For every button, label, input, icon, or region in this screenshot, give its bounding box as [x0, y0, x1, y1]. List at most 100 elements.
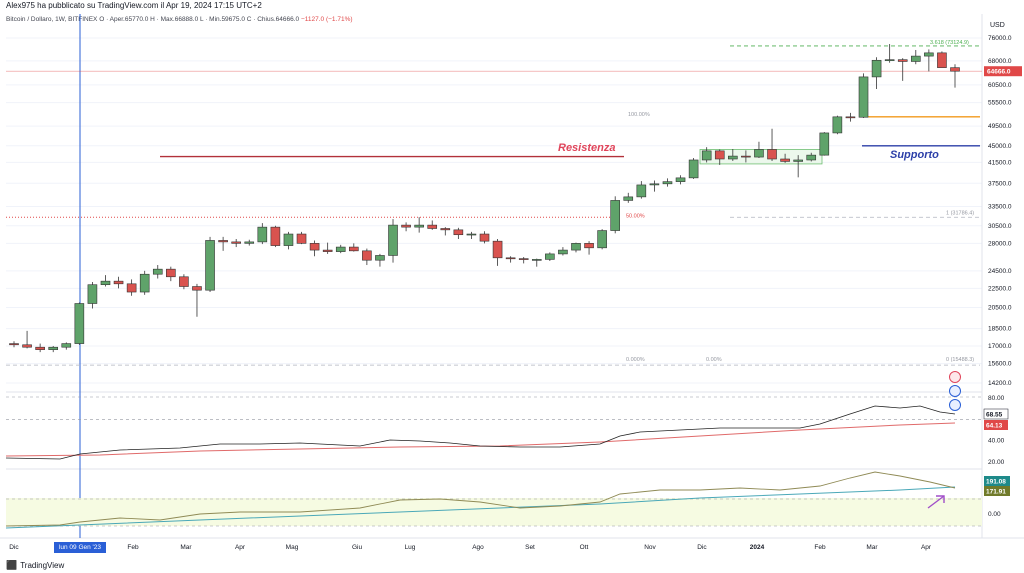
- candle-body: [427, 224, 438, 229]
- price-tick-label: 20500.0: [988, 304, 1012, 311]
- candle-body: [270, 226, 281, 246]
- candle-body: [309, 243, 320, 251]
- candle-body: [623, 196, 634, 201]
- osc2-arrow: [927, 495, 945, 509]
- osc1-value-label: 64.13: [986, 423, 1003, 430]
- symbol-legend: Bitcoin / Dollaro, 1W, BITFINEX O · Aper…: [6, 16, 353, 23]
- candle-body: [741, 155, 751, 158]
- candle-body: [113, 280, 124, 285]
- candle-body: [832, 116, 843, 134]
- price-tick-label: 37500.0: [988, 180, 1012, 187]
- candle-body: [610, 200, 620, 231]
- current-price-box: [984, 66, 1022, 77]
- time-tick-label: Mag: [286, 544, 299, 551]
- resistance-label: Resistenza: [558, 142, 616, 154]
- tradingview-logo[interactable]: ⬛ TradingView: [6, 560, 64, 571]
- fib-top-label: 3.618 (73124.9): [930, 40, 969, 46]
- candle-body: [362, 250, 372, 261]
- time-tick-label: Ago: [472, 544, 484, 551]
- price-tick-label: 30500.0: [988, 223, 1012, 230]
- osc2-tick-label: 0.00: [988, 511, 1001, 518]
- candle-body: [518, 258, 529, 260]
- candle-body: [388, 224, 398, 256]
- price-tick-label: 55500.0: [988, 100, 1012, 107]
- candle-body: [100, 280, 111, 286]
- candle-body: [714, 150, 725, 160]
- time-tick-label: Ott: [580, 544, 589, 551]
- price-tick-label: 76000.0: [988, 35, 1012, 42]
- candle-body: [584, 243, 594, 249]
- candle-body: [767, 149, 777, 160]
- osc2-main-line: [5, 471, 956, 527]
- candle-body: [649, 183, 660, 186]
- osc2-arrow-head: [936, 495, 945, 503]
- price-tick-label: 22500.0: [988, 285, 1012, 292]
- flash-icon[interactable]: [949, 371, 961, 383]
- symbol-name[interactable]: Bitcoin / Dollaro, 1W, BITFINEX: [6, 16, 98, 23]
- candle-body: [545, 253, 555, 260]
- candle-body: [74, 303, 85, 344]
- candle-body: [218, 240, 228, 243]
- price-tick-label: 17000.0: [988, 343, 1012, 350]
- candle-body: [492, 240, 503, 259]
- candle-body: [806, 154, 817, 161]
- candle-body: [414, 224, 424, 228]
- candle-body: [335, 246, 346, 252]
- candle-body: [858, 76, 869, 118]
- candle-body: [22, 344, 32, 348]
- osc1-tick-label: 20.00: [988, 459, 1005, 466]
- candle-body: [453, 229, 464, 236]
- candle-body: [701, 150, 712, 161]
- fib-100-label: 100.00%: [628, 112, 650, 118]
- price-tick-label: 49500.0: [988, 123, 1012, 130]
- time-tick-label: Mar: [180, 544, 192, 551]
- support-label: Supporto: [890, 149, 939, 161]
- osc2-signal-line: [5, 486, 956, 529]
- us-flag-icon[interactable]: [949, 385, 961, 397]
- time-tick-label: Giu: [352, 544, 363, 551]
- candle-body: [728, 155, 738, 160]
- publish-bar: Alex975 ha pubblicato su TradingView.com…: [0, 0, 1024, 12]
- price-tick-label: 68000.0: [988, 58, 1012, 65]
- us-flag-icon-2[interactable]: [949, 399, 961, 411]
- time-tick-label: Set: [525, 544, 535, 551]
- osc2-value-label: 191.08: [986, 479, 1006, 486]
- candle-body: [662, 181, 673, 185]
- candle-body: [283, 233, 294, 246]
- fib-1-label: 1 (31786.4): [946, 210, 974, 216]
- candle-body: [845, 116, 856, 119]
- time-axis-selected[interactable]: lun 09 Gen '23: [54, 542, 106, 553]
- candle-body: [296, 233, 307, 244]
- time-tick-label: Mar: [866, 544, 878, 551]
- candle-body: [231, 241, 241, 244]
- candle-body: [244, 241, 255, 244]
- osc1-value-box: [983, 408, 1009, 420]
- time-tick-label: Lug: [405, 544, 416, 551]
- fib-0c-label: 0 (15488.3): [946, 357, 974, 363]
- candle-body: [192, 286, 202, 291]
- currency-label[interactable]: USD: [990, 22, 1005, 29]
- price-tick-label: 33500.0: [988, 203, 1012, 210]
- time-tick-label: Nov: [644, 544, 656, 551]
- candle-body: [597, 230, 607, 249]
- time-tick-label: Dic: [697, 544, 707, 551]
- candle-body: [9, 343, 19, 346]
- candle-body: [793, 159, 803, 162]
- time-tick-label: 2024: [750, 544, 765, 551]
- tv-logo-icon: ⬛: [6, 560, 18, 570]
- fib-0a-label: 0.000%: [626, 357, 645, 363]
- candle-body: [349, 246, 359, 252]
- osc2-value-label: 171.91: [986, 489, 1006, 496]
- publish-text: Alex975 ha pubblicato su TradingView.com…: [6, 1, 262, 10]
- price-tick-label: 60500.0: [988, 82, 1012, 89]
- price-tick-label: 24500.0: [988, 268, 1012, 275]
- candle-body: [675, 177, 686, 182]
- candle-body: [35, 346, 45, 350]
- candle-body: [819, 132, 830, 156]
- candle-body: [48, 346, 59, 350]
- osc2-value-box: [984, 476, 1010, 486]
- price-tick-label: 41500.0: [988, 159, 1012, 166]
- candle-body: [401, 224, 411, 228]
- candle-body: [152, 268, 163, 275]
